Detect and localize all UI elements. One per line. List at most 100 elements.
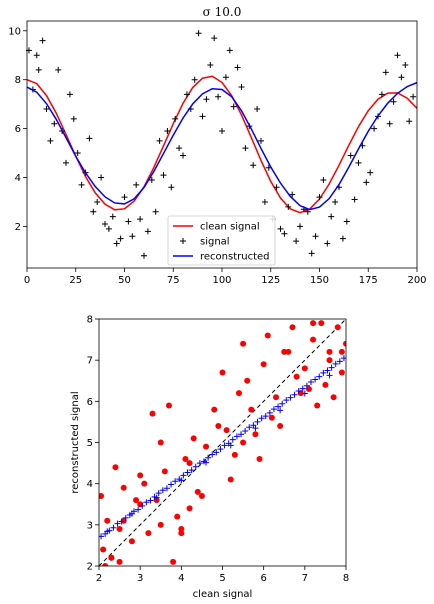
clean-vs-reconstructed-point — [308, 378, 315, 385]
clean-vs-reconstructed-point — [233, 433, 240, 440]
signal-point — [86, 135, 93, 142]
clean-vs-signal-point — [116, 558, 123, 565]
signal-point — [98, 174, 105, 181]
clean-vs-signal-point — [301, 365, 308, 372]
bottom-chart: 2 3 4 5 6 7 8 2 3 4 5 6 7 8 clean signal reconstructed … — [70, 315, 349, 601]
top-x-tick-label: 75 — [167, 275, 180, 286]
signal-point — [402, 62, 409, 69]
clean-vs-reconstructed-point — [328, 364, 335, 371]
clean-vs-signal-point — [248, 406, 255, 413]
signal-point — [297, 223, 303, 230]
bottom-y-tick-label: 2 — [87, 562, 93, 573]
signal-point — [63, 159, 69, 166]
clean-vs-signal-point — [326, 357, 333, 364]
clean-vs-reconstructed-point — [184, 469, 191, 476]
clean-vs-signal-point — [137, 472, 144, 479]
clean-vs-signal-point — [215, 423, 222, 430]
clean-vs-reconstructed-point — [128, 510, 135, 517]
clean-vs-reconstructed-point — [266, 409, 273, 416]
signal-point — [234, 64, 241, 71]
clean-vs-signal-point — [178, 525, 185, 532]
clean-vs-reconstructed-point — [221, 442, 228, 449]
clean-vs-signal-point — [190, 435, 197, 442]
signal-point — [172, 115, 179, 122]
bottom-x-tick-label: 6 — [260, 573, 266, 584]
signal-point — [328, 213, 335, 220]
clean-vs-signal-point — [170, 558, 177, 565]
signal-point — [152, 208, 159, 215]
clean-vs-signal-point — [268, 414, 275, 421]
signal-point — [113, 240, 120, 247]
clean-vs-reconstructed-point — [287, 394, 294, 401]
clean-vs-reconstructed-point — [155, 490, 162, 497]
signal-point — [109, 213, 116, 220]
clean-vs-reconstructed-point — [205, 454, 212, 461]
signal-point — [215, 93, 222, 100]
clean-vs-reconstructed-point — [188, 467, 195, 474]
signal-point — [304, 208, 311, 215]
clean-vs-reconstructed-point — [312, 376, 319, 383]
clean-vs-signal-point — [240, 340, 247, 347]
clean-vs-reconstructed-point — [279, 400, 286, 407]
clean-vs-reconstructed-point — [159, 487, 166, 494]
bottom-x-tick-label: 8 — [343, 573, 349, 584]
clean-vs-signal-point — [102, 563, 109, 566]
signal-point — [289, 191, 296, 198]
signal-point — [324, 240, 331, 247]
signal-point — [222, 74, 229, 81]
signal-point — [66, 91, 73, 98]
signal-point — [332, 198, 339, 205]
clean-vs-signal-point — [149, 410, 156, 417]
clean-vs-signal-point — [264, 332, 271, 339]
clean-vs-signal-point — [219, 369, 226, 376]
clean-vs-signal-point — [145, 530, 152, 537]
signal-point — [273, 184, 280, 191]
clean-vs-signal-point — [133, 497, 140, 504]
signal-point — [183, 91, 190, 98]
signal-point — [148, 176, 155, 183]
bottom-x-tick-label: 4 — [178, 573, 184, 584]
clean-vs-signal-point — [231, 451, 238, 458]
top-y-tick-label: 2 — [15, 222, 21, 233]
x-axis-label: clean signal — [193, 589, 253, 600]
clean-vs-signal-point — [165, 402, 172, 409]
top-x-tick-label: 175 — [359, 275, 378, 286]
clean-vs-reconstructed-point — [295, 388, 302, 395]
clean-vs-signal-point — [99, 493, 105, 500]
clean-vs-signal-point — [322, 381, 329, 388]
top-axes-frame — [26, 20, 418, 269]
clean-vs-signal-point — [120, 484, 127, 491]
clean-vs-reconstructed-point — [143, 499, 150, 506]
bottom-y-tick-label: 6 — [87, 397, 93, 408]
top-chart: σ 10.0 0 25 50 75 100 125 150 175 200 2 4 6 8 10 clean … — [8, 5, 426, 286]
signal-point — [43, 106, 50, 113]
clean-vs-signal-point — [194, 488, 201, 495]
clean-vs-signal-point — [273, 394, 280, 401]
clean-vs-signal-point — [289, 324, 296, 331]
clean-vs-signal-point — [203, 443, 210, 450]
clean-vs-reconstructed-point — [299, 385, 306, 392]
signal-point — [410, 93, 417, 100]
top-chart-title: σ 10.0 — [203, 5, 242, 19]
clean-vs-reconstructed-point — [283, 397, 290, 404]
signal-point — [277, 225, 284, 232]
legend-label: clean signal — [200, 222, 260, 233]
y-axis-label: reconstructed signal — [70, 391, 81, 493]
clean-vs-reconstructed-point — [316, 373, 323, 380]
clean-vs-reconstructed-point — [172, 478, 179, 485]
signal-point — [382, 69, 389, 76]
clean-vs-reconstructed-point — [262, 413, 269, 420]
top-x-tick-label: 25 — [69, 275, 82, 286]
signal-point — [156, 137, 163, 144]
clean-vs-reconstructed-point — [275, 403, 282, 410]
clean-vs-signal-point — [338, 348, 345, 355]
clean-vs-reconstructed-point — [203, 459, 210, 466]
top-y-tick-label: 6 — [15, 124, 21, 135]
signal-point — [242, 145, 249, 152]
signal-point — [51, 120, 58, 127]
signal-point — [33, 52, 40, 59]
clean-vs-reconstructed-point — [118, 518, 125, 525]
top-x-tick-label: 100 — [212, 275, 231, 286]
clean-vs-signal-point — [310, 320, 317, 327]
signal-point — [168, 184, 175, 191]
